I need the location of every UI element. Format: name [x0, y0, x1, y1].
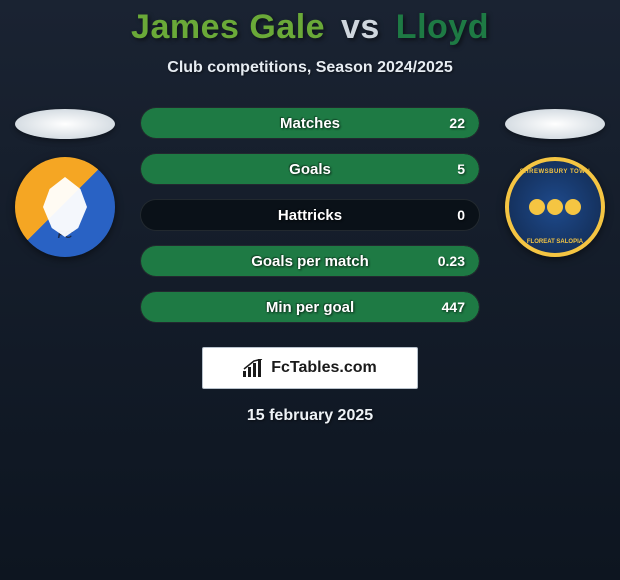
page-title: James Gale vs Lloyd [0, 8, 620, 47]
vs-label: vs [341, 8, 380, 46]
player2-name: Lloyd [396, 8, 489, 46]
brand-chart-icon [243, 359, 265, 377]
stat-label: Matches [280, 115, 340, 132]
stat-row: Hattricks 0 [140, 199, 480, 231]
crest-right-top-text: SHREWSBURY TOWN [520, 169, 590, 175]
stats-column: Matches 22 Goals 5 Hattricks 0 Goals per match… [140, 107, 480, 323]
main-row: FC Matches 22 Goals 5 Hattricks 0 Goals per ma… [0, 107, 620, 323]
comparison-widget: James Gale vs Lloyd Club competitions, S… [0, 0, 620, 425]
brand-box[interactable]: FcTables.com [202, 347, 418, 389]
footer-date: 15 february 2025 [0, 407, 620, 425]
stat-value-right: 0 [457, 207, 465, 223]
stat-value-right: 5 [457, 161, 465, 177]
stat-value-right: 447 [442, 299, 465, 315]
player1-name: James Gale [131, 8, 325, 46]
stat-row: Goals 5 [140, 153, 480, 185]
crest-left-label: FC [58, 229, 73, 241]
player2-portrait-placeholder [505, 109, 605, 139]
brand-text: FcTables.com [271, 359, 377, 377]
stat-row: Goals per match 0.23 [140, 245, 480, 277]
stat-row: Min per goal 447 [140, 291, 480, 323]
player2-club-crest: SHREWSBURY TOWN FLOREAT SALOPIA [505, 157, 605, 257]
stat-label: Hattricks [278, 207, 342, 224]
crest-right-lions-icon [529, 199, 581, 215]
stat-label: Goals per match [251, 253, 369, 270]
stat-value-right: 22 [449, 115, 465, 131]
stat-row: Matches 22 [140, 107, 480, 139]
subtitle: Club competitions, Season 2024/2025 [0, 59, 620, 77]
left-column: FC [10, 107, 120, 257]
stat-label: Goals [289, 161, 331, 178]
player1-club-crest: FC [15, 157, 115, 257]
stat-label: Min per goal [266, 299, 354, 316]
right-column: SHREWSBURY TOWN FLOREAT SALOPIA [500, 107, 610, 257]
stat-value-right: 0.23 [438, 253, 465, 269]
crest-right-bottom-text: FLOREAT SALOPIA [527, 239, 583, 245]
player1-portrait-placeholder [15, 109, 115, 139]
